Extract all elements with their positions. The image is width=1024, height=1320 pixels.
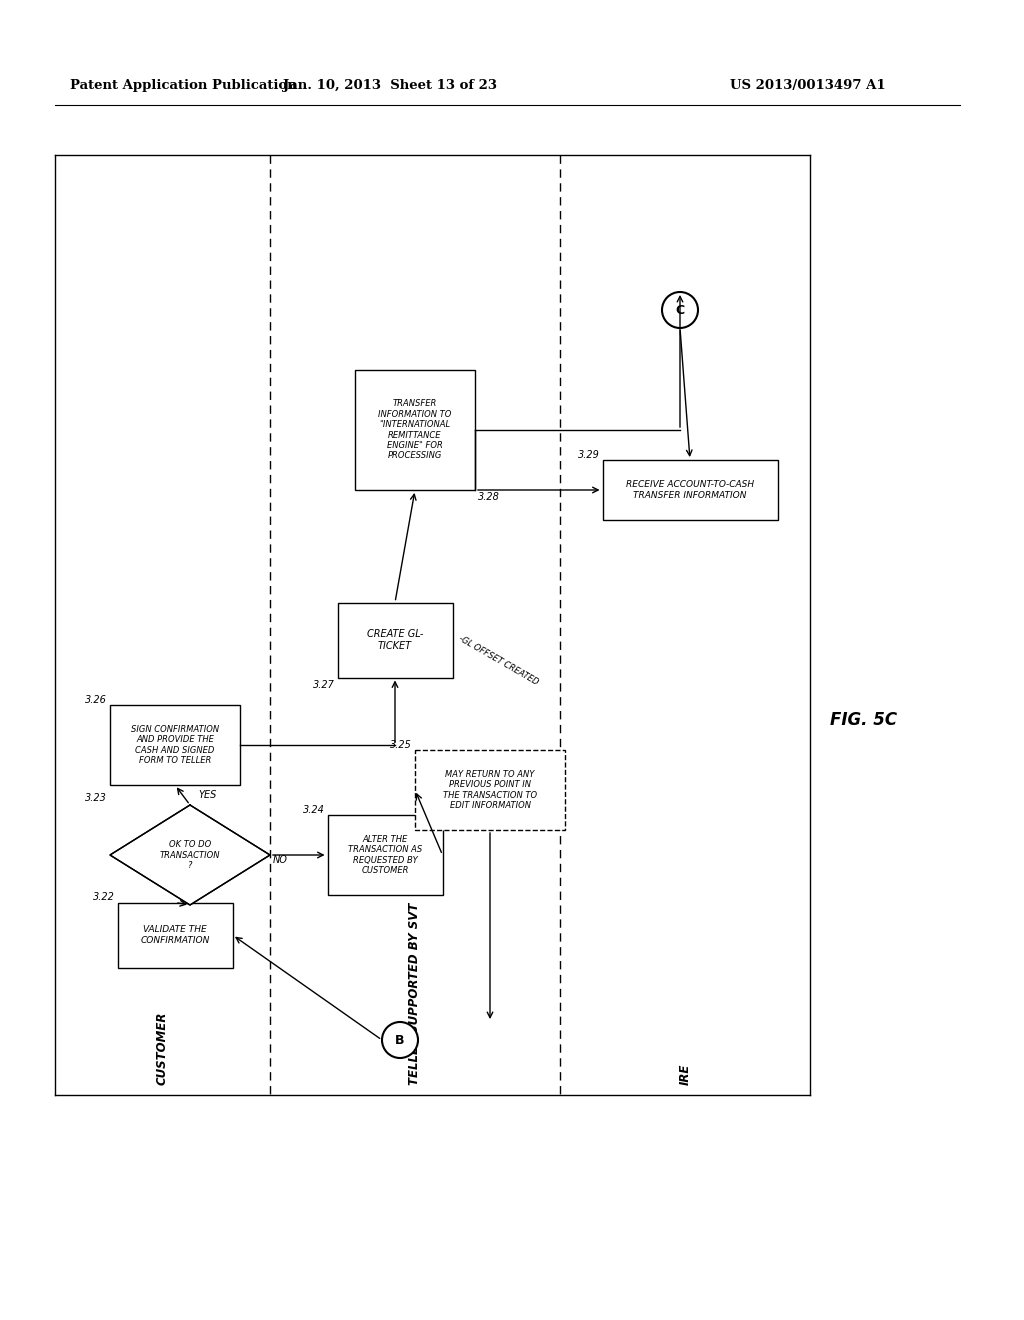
Text: CUSTOMER: CUSTOMER [156, 1011, 169, 1085]
Text: 3.27: 3.27 [312, 680, 335, 689]
Bar [355, 370, 475, 490]
Text: US 2013/0013497 A1: US 2013/0013497 A1 [730, 78, 886, 91]
Text: MAY RETURN TO ANY
PREVIOUS POINT IN
THE TRANSACTION TO
EDIT INFORMATION: MAY RETURN TO ANY PREVIOUS POINT IN THE … [443, 770, 537, 810]
Text: FIG. 5C: FIG. 5C [830, 711, 897, 729]
Text: 3.22: 3.22 [92, 892, 115, 903]
Text: IRE: IRE [679, 1064, 691, 1085]
Text: TELLER SUPPORTED BY SVT: TELLER SUPPORTED BY SVT [409, 903, 422, 1085]
Text: SIGN CONFIRMATION
AND PROVIDE THE
CASH AND SIGNED
FORM TO TELLER: SIGN CONFIRMATION AND PROVIDE THE CASH A… [131, 725, 219, 766]
Text: ALTER THE
TRANSACTION AS
REQUESTED BY
CUSTOMER: ALTER THE TRANSACTION AS REQUESTED BY CU… [348, 836, 422, 875]
Text: VALIDATE THE
CONFIRMATION: VALIDATE THE CONFIRMATION [140, 925, 210, 945]
Polygon shape [110, 805, 270, 906]
Text: OK TO DO
TRANSACTION
?: OK TO DO TRANSACTION ? [160, 840, 220, 870]
Text: TRANSFER
INFORMATION TO
"INTERNATIONAL
REMITTANCE
ENGINE" FOR
PROCESSING: TRANSFER INFORMATION TO "INTERNATIONAL R… [378, 400, 452, 461]
Text: -GL OFFSET CREATED: -GL OFFSET CREATED [458, 634, 541, 686]
Text: 3.28: 3.28 [478, 492, 500, 502]
Bar [415, 750, 565, 830]
Text: Jan. 10, 2013  Sheet 13 of 23: Jan. 10, 2013 Sheet 13 of 23 [283, 78, 497, 91]
Text: Patent Application Publication: Patent Application Publication [70, 78, 297, 91]
Bar [328, 814, 442, 895]
Text: YES: YES [198, 789, 216, 800]
Text: 3.26: 3.26 [85, 696, 106, 705]
Bar [118, 903, 232, 968]
Bar [110, 705, 240, 785]
Text: C: C [676, 304, 685, 317]
Text: CREATE GL-
TICKET: CREATE GL- TICKET [367, 630, 423, 651]
Text: 3.23: 3.23 [85, 793, 106, 803]
Text: 3.29: 3.29 [578, 450, 599, 459]
Bar [338, 602, 453, 677]
Circle shape [662, 292, 698, 327]
Text: RECEIVE ACCOUNT-TO-CASH
TRANSFER INFORMATION: RECEIVE ACCOUNT-TO-CASH TRANSFER INFORMA… [626, 480, 754, 500]
Text: NO: NO [273, 855, 288, 865]
Text: 3.25: 3.25 [390, 741, 412, 750]
Circle shape [382, 1022, 418, 1059]
Text: B: B [395, 1034, 404, 1047]
Bar [602, 459, 777, 520]
Text: 3.24: 3.24 [303, 805, 325, 814]
